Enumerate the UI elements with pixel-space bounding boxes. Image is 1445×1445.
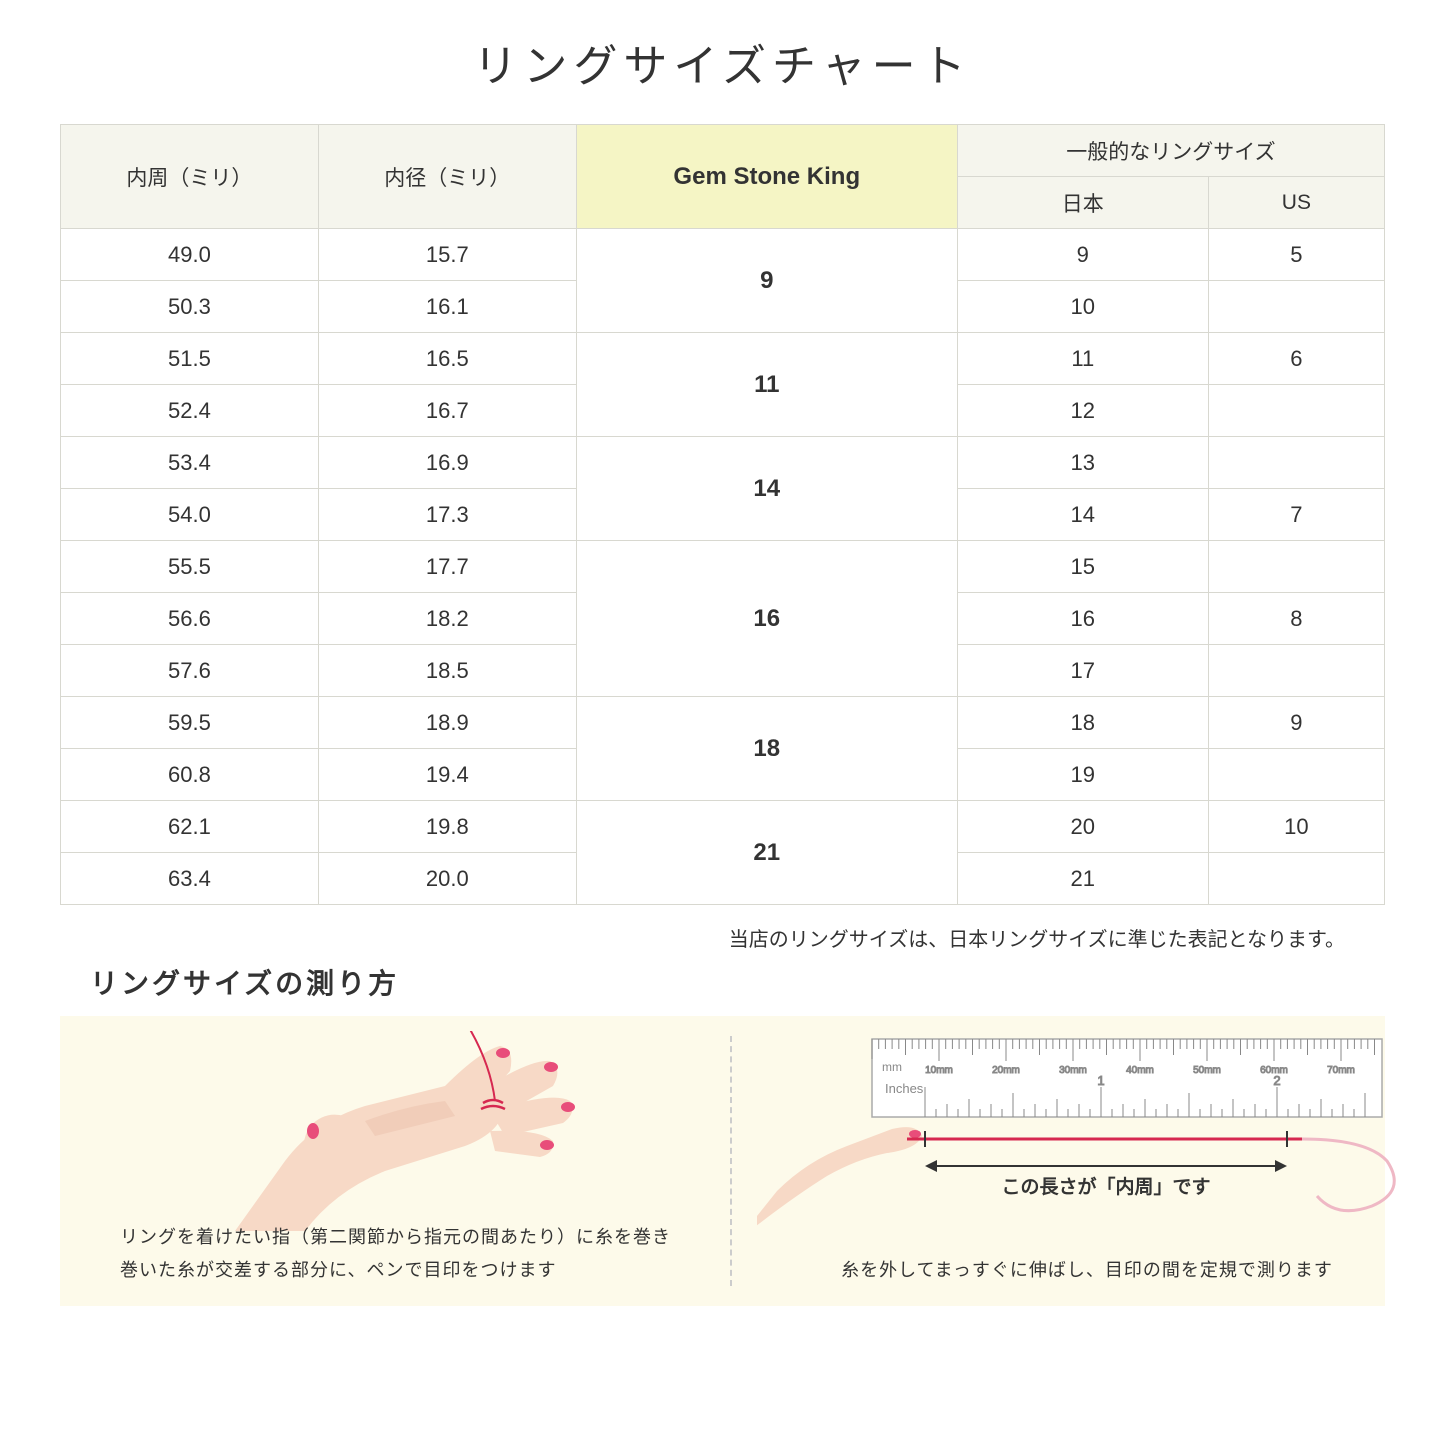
howto-section: リングを着けたい指（第二関節から指元の間あたり）に糸を巻き 巻いた糸が交差する部…: [60, 1016, 1385, 1306]
svg-text:20mm: 20mm: [992, 1065, 1020, 1076]
cell-japan: 21: [957, 853, 1208, 905]
panel-wrap-finger: リングを着けたい指（第二関節から指元の間あたり）に糸を巻き 巻いた糸が交差する部…: [60, 1016, 730, 1306]
cell-circumference: 59.5: [61, 697, 319, 749]
cell-gsk: 16: [576, 541, 957, 697]
measure-label: この長さが「内周」です: [1001, 1175, 1210, 1198]
cell-gsk: 14: [576, 437, 957, 541]
note-text: 当店のリングサイズは、日本リングサイズに準じた表記となります。: [60, 923, 1385, 952]
table-row: 55.517.71615: [61, 541, 1385, 593]
cell-japan: 16: [957, 593, 1208, 645]
cell-gsk: 18: [576, 697, 957, 801]
cell-circumference: 63.4: [61, 853, 319, 905]
cell-gsk: 9: [576, 229, 957, 333]
header-us: US: [1208, 177, 1384, 229]
svg-text:2: 2: [1273, 1073, 1280, 1088]
svg-text:30mm: 30mm: [1059, 1065, 1087, 1076]
cell-us: [1208, 645, 1384, 697]
cell-us: [1208, 853, 1384, 905]
cell-japan: 18: [957, 697, 1208, 749]
table-row: 62.119.8212010: [61, 801, 1385, 853]
svg-text:1: 1: [1097, 1073, 1104, 1088]
ruler-mm-label: mm: [882, 1060, 902, 1074]
svg-text:70mm: 70mm: [1327, 1065, 1355, 1076]
header-circumference: 内周（ミリ）: [61, 125, 319, 229]
header-japan: 日本: [957, 177, 1208, 229]
cell-circumference: 51.5: [61, 333, 319, 385]
cell-diameter: 17.7: [318, 541, 576, 593]
cell-diameter: 18.2: [318, 593, 576, 645]
cell-japan: 17: [957, 645, 1208, 697]
ruler-inches-label: Inches: [885, 1081, 924, 1096]
cell-circumference: 54.0: [61, 489, 319, 541]
cell-diameter: 15.7: [318, 229, 576, 281]
page-title: リングサイズチャート: [60, 30, 1385, 94]
ring-size-table: 内周（ミリ） 内径（ミリ） Gem Stone King 一般的なリングサイズ …: [60, 124, 1385, 905]
cell-diameter: 16.9: [318, 437, 576, 489]
caption-right: 糸を外してまっすぐに伸ばし、目印の間を定規で測ります: [792, 1254, 1382, 1286]
cell-diameter: 19.4: [318, 749, 576, 801]
cell-japan: 20: [957, 801, 1208, 853]
cell-circumference: 52.4: [61, 385, 319, 437]
cell-diameter: 16.7: [318, 385, 576, 437]
header-common-group: 一般的なリングサイズ: [957, 125, 1384, 177]
table-row: 59.518.918189: [61, 697, 1385, 749]
table-row: 49.015.7995: [61, 229, 1385, 281]
cell-circumference: 55.5: [61, 541, 319, 593]
cell-us: [1208, 749, 1384, 801]
panel-measure: 10mm20mm30mm40mm50mm60mm70mm mm Inches 1…: [732, 1016, 1422, 1306]
cell-gsk: 11: [576, 333, 957, 437]
cell-japan: 11: [957, 333, 1208, 385]
cell-japan: 14: [957, 489, 1208, 541]
svg-text:40mm: 40mm: [1126, 1065, 1154, 1076]
cell-japan: 9: [957, 229, 1208, 281]
cell-us: 8: [1208, 593, 1384, 645]
cell-circumference: 49.0: [61, 229, 319, 281]
cell-us: 5: [1208, 229, 1384, 281]
cell-us: [1208, 281, 1384, 333]
svg-text:50mm: 50mm: [1193, 1065, 1221, 1076]
cell-us: [1208, 385, 1384, 437]
cell-circumference: 50.3: [61, 281, 319, 333]
cell-us: [1208, 437, 1384, 489]
cell-us: [1208, 541, 1384, 593]
cell-diameter: 16.1: [318, 281, 576, 333]
cell-diameter: 18.9: [318, 697, 576, 749]
cell-circumference: 56.6: [61, 593, 319, 645]
svg-text:10mm: 10mm: [925, 1065, 953, 1076]
howto-title: リングサイズの測り方: [90, 962, 1385, 1002]
cell-japan: 12: [957, 385, 1208, 437]
cell-us: 10: [1208, 801, 1384, 853]
cell-circumference: 57.6: [61, 645, 319, 697]
cell-us: 7: [1208, 489, 1384, 541]
header-diameter: 内径（ミリ）: [318, 125, 576, 229]
caption-left: リングを着けたい指（第二関節から指元の間あたり）に糸を巻き 巻いた糸が交差する部…: [120, 1221, 690, 1286]
cell-circumference: 62.1: [61, 801, 319, 853]
cell-japan: 10: [957, 281, 1208, 333]
table-row: 53.416.91413: [61, 437, 1385, 489]
cell-circumference: 60.8: [61, 749, 319, 801]
cell-diameter: 19.8: [318, 801, 576, 853]
cell-diameter: 16.5: [318, 333, 576, 385]
cell-diameter: 17.3: [318, 489, 576, 541]
cell-diameter: 18.5: [318, 645, 576, 697]
cell-circumference: 53.4: [61, 437, 319, 489]
header-gsk: Gem Stone King: [576, 125, 957, 229]
cell-japan: 19: [957, 749, 1208, 801]
table-row: 51.516.511116: [61, 333, 1385, 385]
cell-us: 9: [1208, 697, 1384, 749]
cell-us: 6: [1208, 333, 1384, 385]
hand-illustration-left: [85, 1031, 705, 1231]
cell-diameter: 20.0: [318, 853, 576, 905]
cell-japan: 13: [957, 437, 1208, 489]
ruler-illustration: 10mm20mm30mm40mm50mm60mm70mm mm Inches 1…: [757, 1031, 1397, 1241]
cell-japan: 15: [957, 541, 1208, 593]
cell-gsk: 21: [576, 801, 957, 905]
